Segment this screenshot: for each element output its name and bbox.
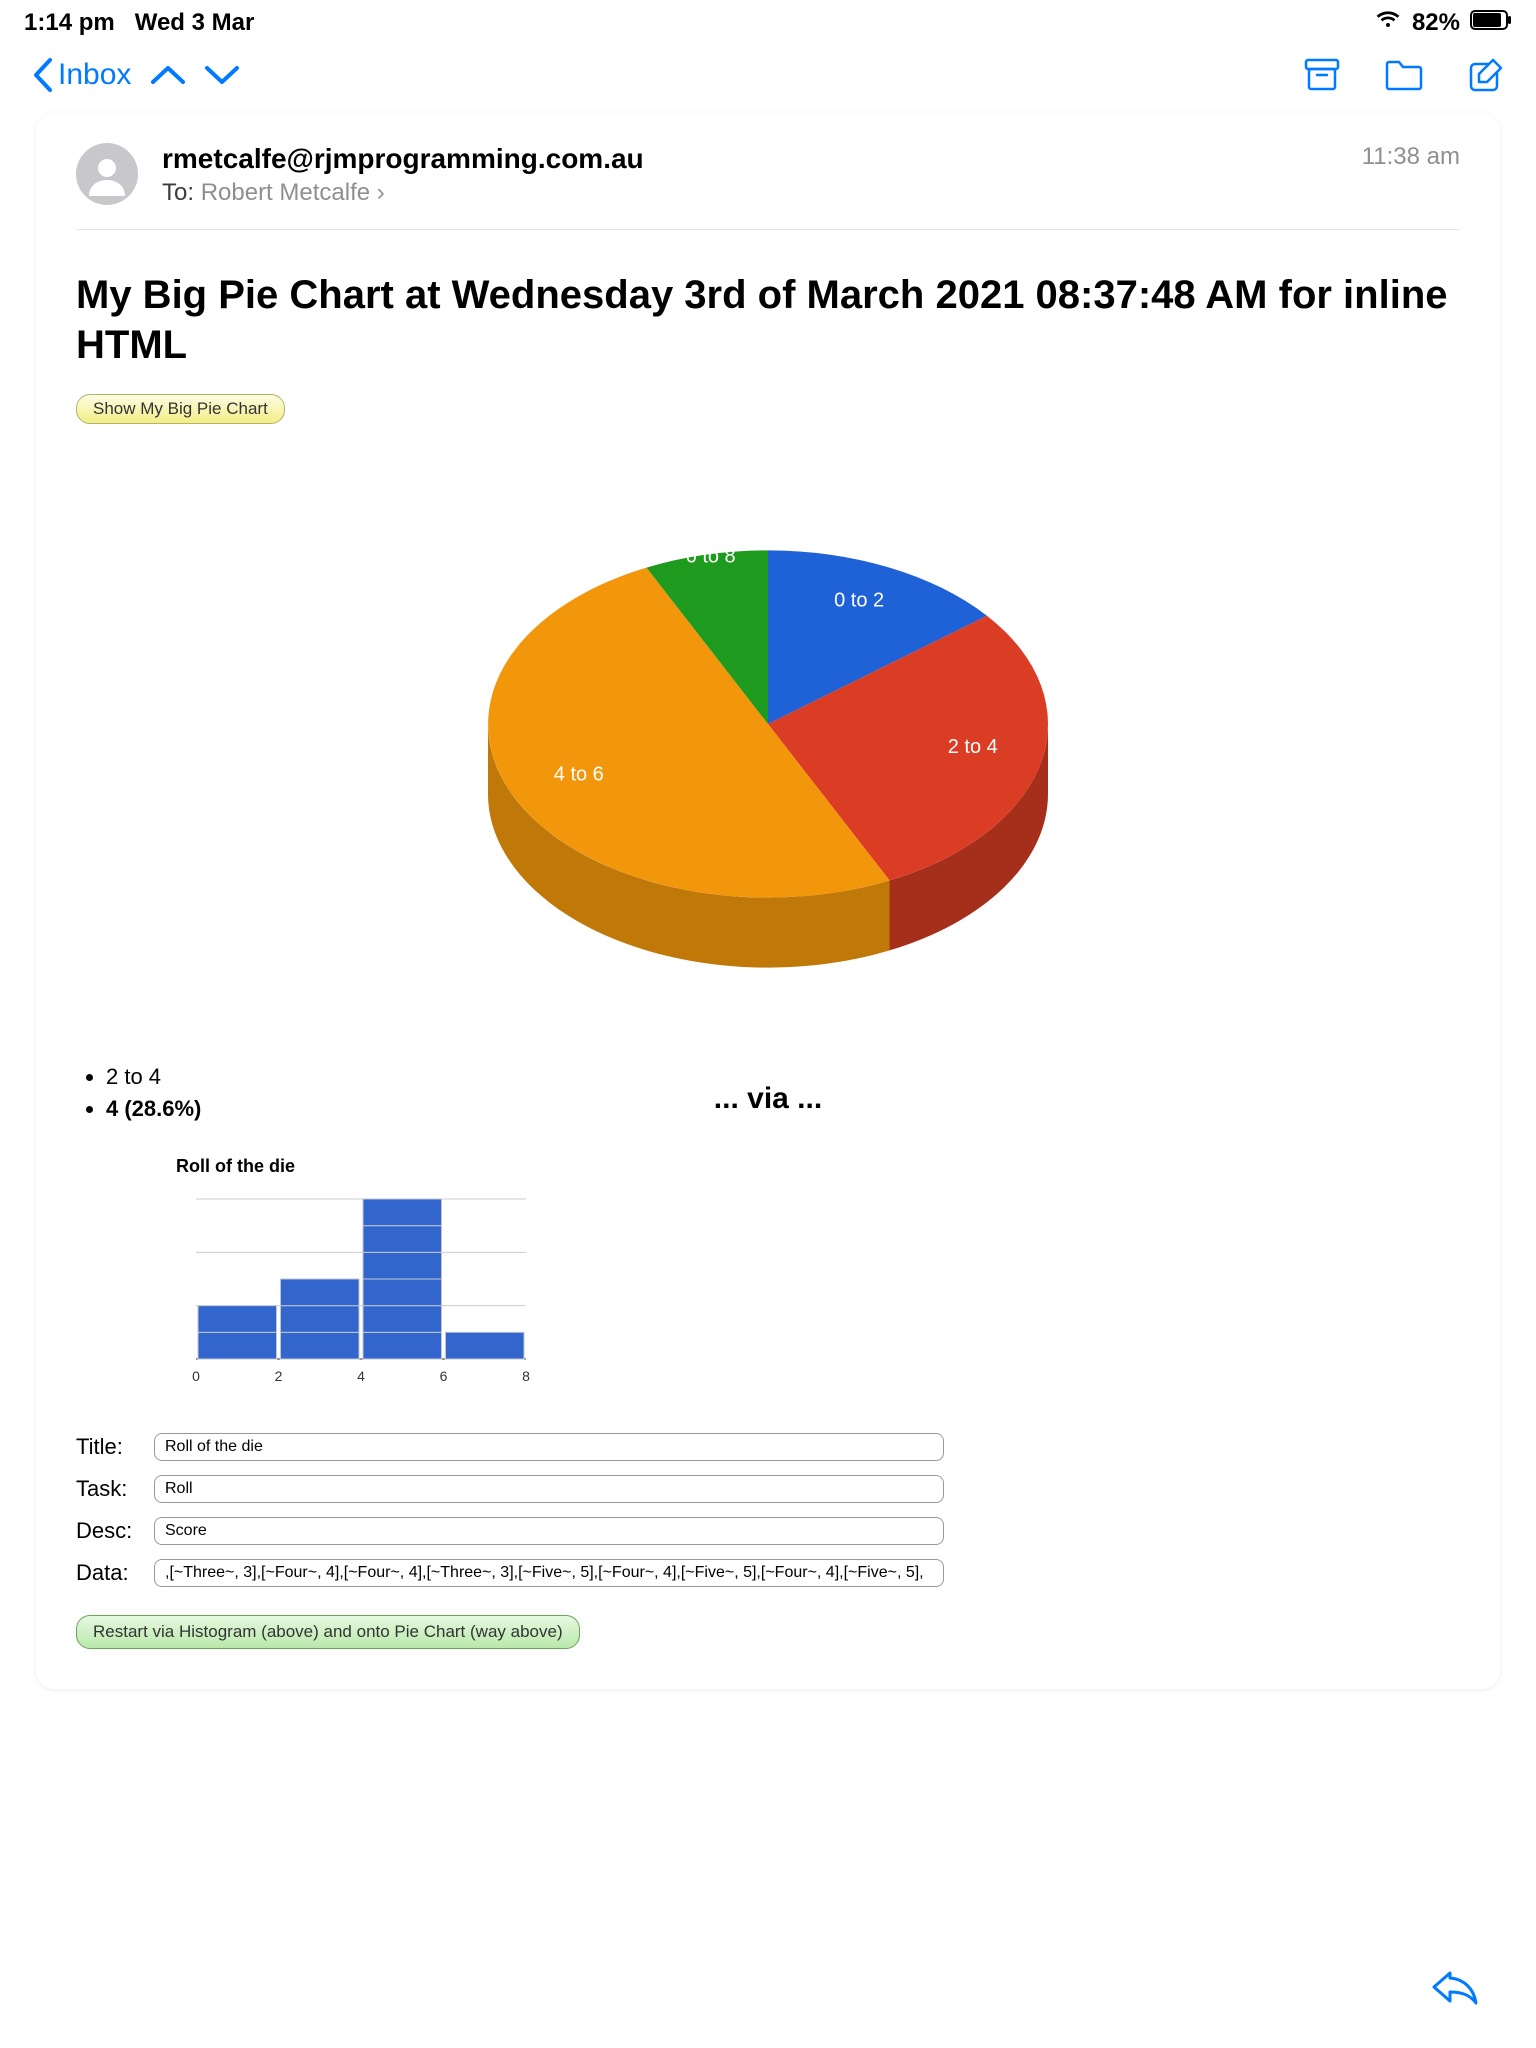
back-button[interactable]: Inbox — [32, 58, 131, 92]
prev-message-button[interactable] — [151, 64, 185, 86]
next-message-button[interactable] — [205, 64, 239, 86]
histogram-chart: 0 2 4 6 8 — [176, 1189, 536, 1389]
nav-left: Inbox — [32, 58, 239, 92]
svg-text:2: 2 — [275, 1368, 283, 1384]
via-label: ... via ... — [76, 1082, 1460, 1116]
avatar[interactable] — [76, 143, 138, 205]
mail-header: rmetcalfe@rjmprogramming.com.au To: Robe… — [76, 143, 1460, 230]
mail-card: rmetcalfe@rjmprogramming.com.au To: Robe… — [36, 113, 1500, 1689]
to-name: Robert Metcalfe — [201, 179, 370, 206]
nav-bar: Inbox — [0, 45, 1536, 113]
restart-button[interactable]: Restart via Histogram (above) and onto P… — [76, 1615, 580, 1649]
svg-text:6 to 8: 6 to 8 — [686, 545, 736, 567]
from-address[interactable]: rmetcalfe@rjmprogramming.com.au — [162, 143, 644, 175]
svg-text:0 to 2: 0 to 2 — [834, 590, 884, 612]
task-input[interactable] — [154, 1475, 944, 1503]
histogram-title: Roll of the die — [176, 1156, 1460, 1177]
title-label: Title: — [76, 1434, 146, 1460]
show-pie-button[interactable]: Show My Big Pie Chart — [76, 394, 285, 424]
reply-icon[interactable] — [1430, 1965, 1480, 2012]
received-time: 11:38 am — [1362, 143, 1460, 171]
wifi-icon — [1374, 8, 1402, 37]
battery-percent: 82% — [1412, 9, 1460, 37]
form-row-data: Data: — [76, 1559, 1460, 1587]
svg-text:4 to 6: 4 to 6 — [554, 763, 604, 785]
svg-text:4: 4 — [357, 1368, 365, 1384]
battery-icon — [1470, 9, 1512, 37]
to-label: To: — [162, 179, 194, 206]
svg-text:0: 0 — [192, 1368, 200, 1384]
mail-subject: My Big Pie Chart at Wednesday 3rd of Mar… — [76, 270, 1460, 370]
folder-icon[interactable] — [1384, 59, 1424, 91]
to-line[interactable]: To: Robert Metcalfe › — [162, 179, 644, 207]
nav-right — [1304, 57, 1504, 93]
status-date: Wed 3 Mar — [135, 9, 255, 36]
data-input[interactable] — [154, 1559, 944, 1587]
status-left: 1:14 pm Wed 3 Mar — [24, 9, 254, 37]
form-row-desc: Desc: — [76, 1517, 1460, 1545]
svg-text:6: 6 — [440, 1368, 448, 1384]
status-time: 1:14 pm — [24, 9, 115, 36]
compose-icon[interactable] — [1468, 57, 1504, 93]
pie-chart: 0 to 2 2 to 4 4 to 6 6 to 8 — [408, 424, 1128, 1044]
status-right: 82% — [1374, 8, 1512, 37]
svg-text:2 to 4: 2 to 4 — [948, 736, 998, 758]
form-row-task: Task: — [76, 1475, 1460, 1503]
svg-text:8: 8 — [522, 1368, 530, 1384]
status-bar: 1:14 pm Wed 3 Mar 82% — [0, 0, 1536, 45]
back-label: Inbox — [58, 58, 131, 92]
archive-icon[interactable] — [1304, 58, 1340, 92]
form-row-title: Title: — [76, 1433, 1460, 1461]
desc-input[interactable] — [154, 1517, 944, 1545]
data-label: Data: — [76, 1560, 146, 1586]
task-label: Task: — [76, 1476, 146, 1502]
desc-label: Desc: — [76, 1518, 146, 1544]
title-input[interactable] — [154, 1433, 944, 1461]
chevron-right-icon: › — [377, 179, 385, 206]
